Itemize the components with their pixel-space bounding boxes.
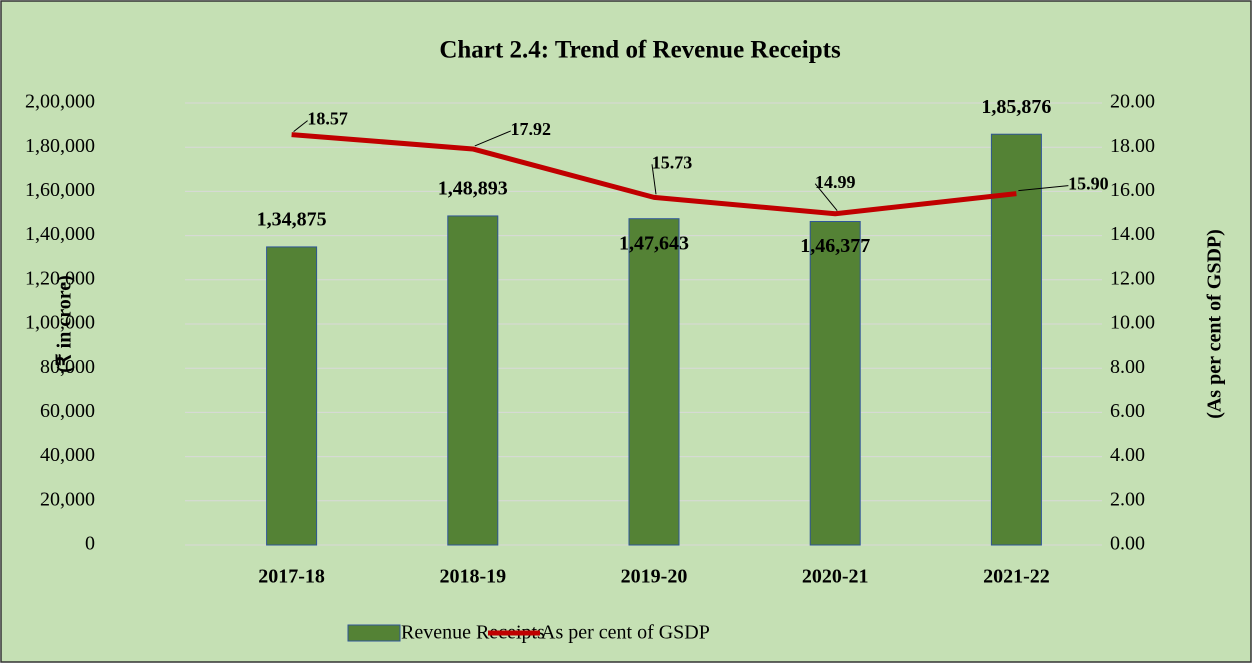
- bar: [990, 133, 1042, 546]
- y2-tick-label: 10.00: [1110, 312, 1155, 334]
- bar: [266, 246, 318, 546]
- bar: [809, 221, 861, 546]
- y-tick-label: 1,80,000: [25, 135, 95, 157]
- bar-value-label: 1,48,893: [438, 178, 508, 200]
- y2-tick-label: 20.00: [1110, 91, 1155, 113]
- y-tick-label: 20,000: [40, 488, 95, 510]
- x-tick-label: 2019-20: [621, 566, 688, 588]
- x-tick-label: 2017-18: [258, 566, 325, 588]
- legend-label: As per cent of GSDP: [541, 622, 710, 644]
- y-tick-label: 1,60,000: [25, 179, 95, 201]
- line-value-label: 14.99: [815, 172, 856, 192]
- line-value-label: 18.57: [307, 109, 348, 129]
- bar-value-label: 1,85,876: [981, 96, 1051, 118]
- y2-tick-label: 18.00: [1110, 135, 1155, 157]
- legend-swatch: [347, 624, 401, 642]
- y2-tick-label: 0.00: [1110, 533, 1145, 555]
- leader-line: [1018, 185, 1069, 192]
- x-tick-label: 2018-19: [439, 566, 506, 588]
- leader-line: [651, 164, 657, 195]
- y2-axis-label: (As per cent of GSDP): [1204, 229, 1226, 419]
- y2-tick-label: 16.00: [1110, 179, 1155, 201]
- y-tick-label: 2,00,000: [25, 91, 95, 113]
- legend-label: Revenue Receipts: [401, 622, 545, 644]
- line-value-label: 15.90: [1068, 174, 1109, 194]
- y-tick-label: 1,20,000: [25, 267, 95, 289]
- line-value-label: 15.73: [652, 152, 693, 172]
- y2-tick-label: 12.00: [1110, 267, 1155, 289]
- leader-line: [474, 130, 511, 147]
- leader-line: [293, 120, 308, 132]
- y2-tick-label: 2.00: [1110, 488, 1145, 510]
- y2-tick-label: 4.00: [1110, 444, 1145, 466]
- y2-tick-label: 14.00: [1110, 223, 1155, 245]
- y-tick-label: 1,40,000: [25, 223, 95, 245]
- y-tick-label: 1,00,000: [25, 312, 95, 334]
- y2-tick-label: 8.00: [1110, 356, 1145, 378]
- line-series: [291, 132, 1017, 217]
- x-tick-label: 2020-21: [802, 566, 869, 588]
- y-tick-label: 0: [85, 533, 95, 555]
- leader-line: [814, 183, 838, 212]
- x-tick-label: 2021-22: [983, 566, 1050, 588]
- y-axis-label: (₹ in crore): [54, 275, 76, 373]
- y2-tick-label: 6.00: [1110, 400, 1145, 422]
- y-tick-label: 60,000: [40, 400, 95, 422]
- line-value-label: 17.92: [511, 119, 552, 139]
- chart-title: Chart 2.4: Trend of Revenue Receipts: [439, 37, 841, 64]
- y-tick-label: 40,000: [40, 444, 95, 466]
- y-tick-label: 80,000: [40, 356, 95, 378]
- bar-value-label: 1,46,377: [800, 235, 870, 257]
- bar-value-label: 1,47,643: [619, 232, 689, 254]
- bar: [447, 215, 499, 546]
- bar-value-label: 1,34,875: [257, 209, 327, 231]
- bar: [628, 218, 680, 546]
